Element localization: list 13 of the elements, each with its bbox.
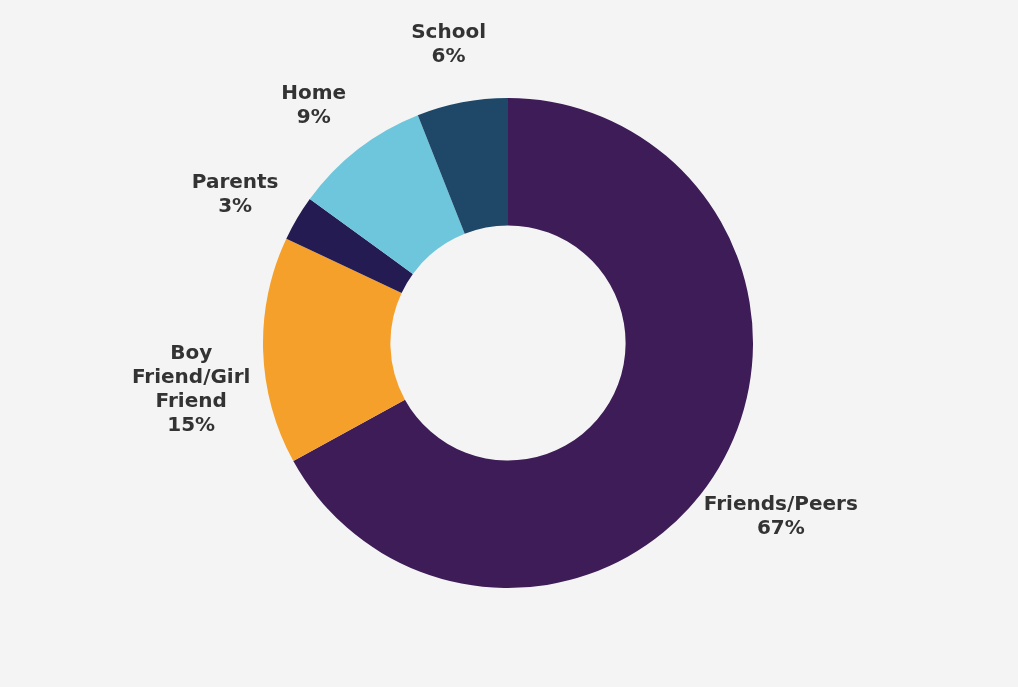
data-label: 15% <box>167 411 216 436</box>
donut-slice <box>417 98 508 234</box>
data-label: 67% <box>756 515 805 540</box>
data-label: 3% <box>218 192 253 217</box>
slice-label: Parents <box>191 168 279 193</box>
slice-label: Home <box>281 79 347 104</box>
donut-slice <box>286 198 413 293</box>
slice-label: School <box>411 18 487 43</box>
donut-slice <box>263 238 405 462</box>
data-label: 6% <box>431 42 466 67</box>
slice-label: Friends/Peers <box>703 491 858 516</box>
data-label: 9% <box>296 103 331 128</box>
slice-label: Boy Friend/Girl Friend <box>131 339 251 412</box>
